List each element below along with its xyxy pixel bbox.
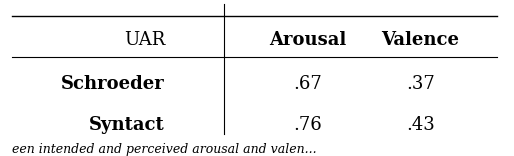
Text: Valence: Valence (381, 31, 460, 49)
Text: .76: .76 (293, 116, 322, 134)
Text: Schroeder: Schroeder (61, 75, 165, 93)
Text: Syntact: Syntact (89, 116, 165, 134)
Text: .67: .67 (293, 75, 322, 93)
Text: .43: .43 (406, 116, 435, 134)
Text: UAR: UAR (124, 31, 165, 49)
Text: Arousal: Arousal (269, 31, 347, 49)
Text: een intended and perceived arousal and valen...: een intended and perceived arousal and v… (12, 143, 316, 156)
Text: .37: .37 (406, 75, 435, 93)
